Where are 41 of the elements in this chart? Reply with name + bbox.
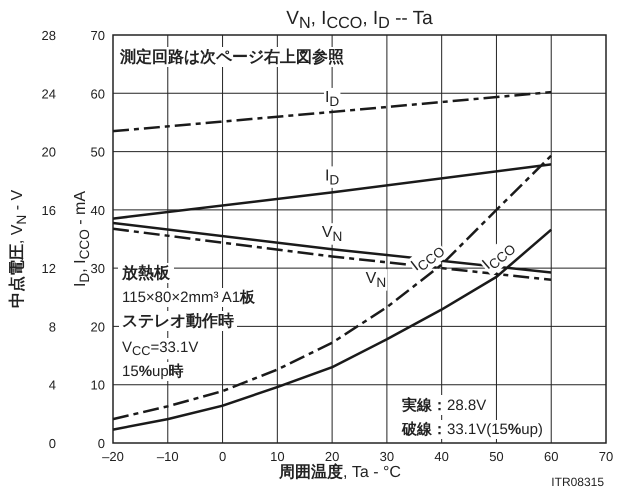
y-tick-label: 0 (98, 436, 105, 451)
annotation: 放熱板 (121, 264, 171, 282)
x-tick-label: 10 (270, 449, 285, 464)
x-tick-label: 60 (544, 449, 558, 464)
y2-tick-label: 28 (42, 28, 56, 43)
x-tick-label: 70 (598, 449, 614, 464)
annotation: 実線：28.8V (401, 396, 486, 414)
y2-tick-label: 12 (42, 261, 56, 276)
x-tick-label: 50 (489, 449, 504, 464)
y2-tick-label: 16 (42, 202, 56, 218)
annotation: 115×80×2mm³ A1板 (122, 289, 256, 306)
text: ITR08315 (551, 475, 604, 489)
y-tick-label: 70 (90, 28, 105, 43)
y2-tick-label: 0 (48, 436, 56, 451)
y2-tick-label: 8 (48, 319, 56, 334)
y-tick-label: 20 (90, 319, 105, 334)
series-label: V$_{N}$ (322, 224, 342, 244)
series-label: I$_{D}$ (324, 88, 340, 108)
y-tick-label: 60 (90, 86, 105, 102)
y-tick-label: 40 (90, 202, 105, 218)
annotation: V$_{CC}$=33.1V (122, 339, 198, 358)
y-tick-label: 10 (90, 378, 105, 393)
x-tick-label: 30 (380, 449, 394, 464)
annotation: 破線：33.1V(15%up) (401, 421, 543, 438)
chart-title: V$_{N}$, I$_{CCO}$, I$_{D}$ -- Ta (286, 8, 434, 32)
x-tick-label: 0 (218, 449, 226, 464)
annotation: 15%up時 (122, 363, 184, 380)
y2-tick-label: 20 (42, 144, 56, 160)
y-tick-label: 50 (90, 144, 105, 160)
y2-tick-label: 24 (42, 86, 56, 102)
x-tick-label: 20 (324, 449, 340, 464)
x-tick-label: –20 (102, 449, 124, 464)
y-tick-label: 30 (90, 261, 105, 276)
x-tick-label: –10 (156, 449, 179, 464)
x-tick-label: 40 (434, 449, 449, 464)
y2-tick-label: 4 (48, 378, 56, 393)
annotation: 測定回路は次ページ右上図参照 (119, 48, 344, 66)
annotation: ステレオ動作時 (122, 312, 234, 330)
series-label: I$_{D}$ (324, 167, 340, 187)
x-axis-title: 周囲温度, Ta - °C (278, 462, 401, 481)
series-label: V$_{N}$ (366, 270, 386, 290)
